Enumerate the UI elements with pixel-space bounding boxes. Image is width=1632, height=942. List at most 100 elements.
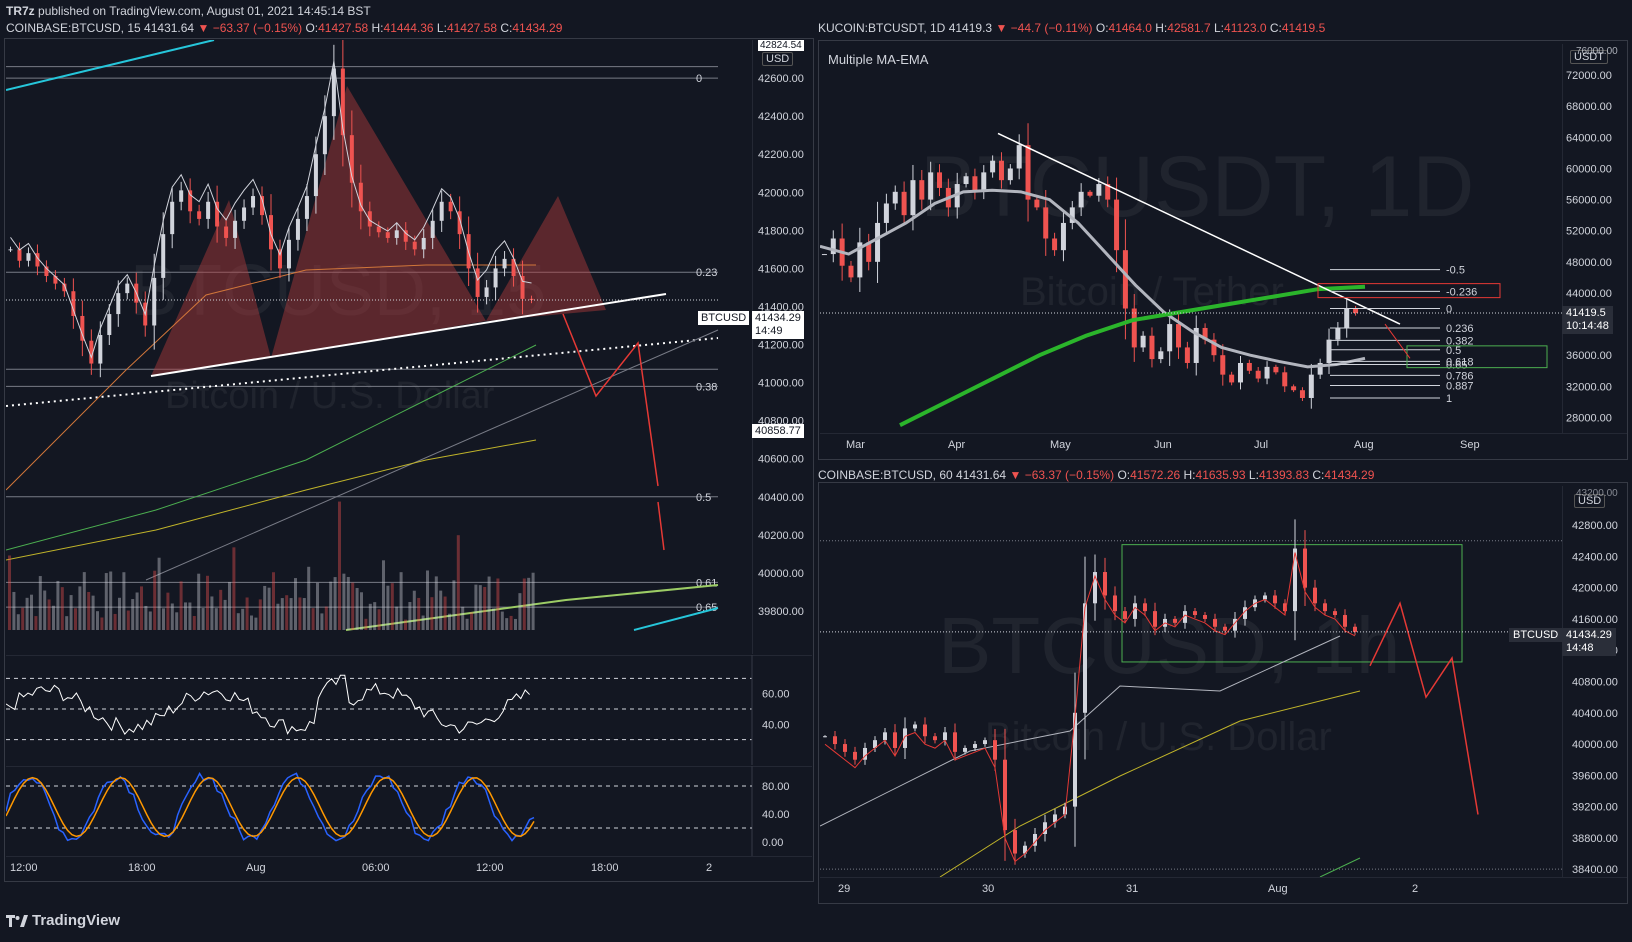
- time-tick: 12:00: [10, 862, 38, 874]
- rb-symbol[interactable]: COINBASE:BTCUSD, 60: [818, 468, 953, 482]
- volume-bar: [311, 608, 315, 630]
- volume-bar: [500, 611, 504, 630]
- rb-currency-badge[interactable]: USD: [1574, 494, 1606, 508]
- volume-bar: [144, 605, 148, 630]
- price-tick: 38800.00: [1572, 833, 1618, 845]
- rb-candle: [1113, 595, 1117, 612]
- time-tick: 2: [706, 862, 712, 874]
- rt-price-chart[interactable]: -0.5 -0.236 0 0.2360.3820.50.6180.650.7860.…: [820, 44, 1562, 433]
- volume-bar: [412, 590, 416, 630]
- rt-candle: [1069, 207, 1075, 223]
- volume-bar: [43, 590, 47, 630]
- rb-candle: [1043, 822, 1047, 834]
- volume-bar: [509, 615, 513, 630]
- left-price-axis[interactable]: 42600.00 42400.00 42200.00 42000.00 41800.00…: [752, 40, 812, 654]
- rt-currency-badge[interactable]: USDT: [1570, 50, 1608, 64]
- publish-line: TR7z published on TradingView.com, Augus…: [6, 4, 371, 18]
- volume-bar: [74, 608, 77, 630]
- price-tick: 42400.00: [1572, 551, 1618, 563]
- volume-bar: [377, 609, 381, 630]
- ma-green: [6, 344, 537, 551]
- time-tick: Aug: [1268, 883, 1288, 895]
- publisher-name[interactable]: TR7z: [6, 4, 35, 18]
- rb-price-chart[interactable]: [820, 486, 1562, 877]
- rt-indicator-label[interactable]: Multiple MA-EMA: [828, 52, 929, 67]
- rt-currency-label: USDT: [1574, 51, 1604, 63]
- volume-bar: [250, 615, 253, 630]
- volume-bar: [30, 594, 33, 630]
- rt-candle: [1167, 324, 1173, 352]
- rt-candle: [928, 172, 934, 200]
- fib-label: -0.5: [1446, 265, 1465, 277]
- left-low: 41427.58: [446, 21, 497, 35]
- rb-candle: [1103, 572, 1107, 596]
- rt-candle: [1184, 347, 1190, 363]
- volume-bar: [452, 580, 456, 630]
- fib-label: -0.236: [1446, 286, 1477, 298]
- volume-bar: [236, 613, 240, 630]
- rt-candle: [1291, 386, 1297, 391]
- left-candle: [475, 268, 480, 297]
- left-candle: [224, 226, 229, 238]
- left-symbol[interactable]: COINBASE:BTCUSD, 15: [6, 21, 141, 35]
- left-candle: [304, 196, 309, 219]
- volume-bar: [140, 586, 143, 630]
- down-triangle-icon: ▼: [1009, 468, 1022, 482]
- rb-candle: [1303, 548, 1307, 588]
- left-candle: [242, 207, 247, 221]
- left-candle: [331, 68, 336, 117]
- volume-bar: [492, 608, 495, 630]
- price-tick: 56000.00: [1566, 195, 1612, 207]
- rt-change: −44.7 (−0.11%): [1010, 21, 1093, 35]
- volume-bar: [390, 583, 394, 630]
- volume-bar: [461, 606, 465, 630]
- left-candle: [340, 68, 345, 136]
- rt-symbol[interactable]: KUCOIN:BTCUSDT, 1D: [818, 21, 946, 35]
- left-candle: [277, 249, 282, 269]
- price-tick: 40600.00: [758, 454, 804, 466]
- rb-time-axis[interactable]: 29 30 31 Aug 2: [820, 877, 1628, 903]
- rb-chart-header: COINBASE:BTCUSD, 60 41431.64 ▼ −63.37 (−…: [818, 468, 1374, 482]
- stoch-tick: 0.00: [762, 837, 783, 849]
- left-time-axis[interactable]: 12:00 18:00 Aug 06:00 12:00 18:00 2: [6, 856, 812, 878]
- rb-candle: [1173, 618, 1177, 623]
- rt-candle: [866, 242, 872, 262]
- rt-candle: [875, 222, 881, 262]
- rb-candle: [1213, 618, 1217, 627]
- rb-candle: [1073, 712, 1077, 807]
- left-last-price: 41431.64: [144, 21, 195, 35]
- left-rsi-pane[interactable]: 60.00 40.00: [6, 655, 812, 765]
- volume-bar: [126, 610, 130, 630]
- volume-bar: [434, 576, 438, 630]
- left-stoch-pane[interactable]: 80.00 40.00 0.00: [6, 766, 812, 856]
- volume-bar: [395, 606, 399, 630]
- volume-bar: [65, 616, 69, 630]
- volume-bar: [34, 616, 38, 630]
- ma-olive: [6, 439, 537, 561]
- volume-bar: [280, 598, 284, 630]
- ma-white: [10, 61, 532, 359]
- rb-candle: [983, 740, 987, 745]
- rb-candle: [1353, 626, 1357, 632]
- down-triangle-icon: ▼: [197, 21, 210, 35]
- left-l-label: L:: [436, 21, 447, 35]
- rt-time-axis[interactable]: Mar Apr May Jun Jul Aug Sep: [820, 433, 1628, 459]
- volume-bar: [360, 592, 363, 630]
- left-price-chart[interactable]: 00.230.380.50.610.65: [6, 40, 752, 654]
- left-currency-label: USD: [766, 53, 790, 65]
- tradingview-brand[interactable]: TradingView: [6, 912, 120, 929]
- rb-price-axis[interactable]: 42800.0042400.0042000.0041600.0041200.00…: [1562, 486, 1628, 877]
- time-tick: 12:00: [476, 862, 504, 874]
- volume-bar: [201, 608, 205, 630]
- neckline: [150, 293, 667, 377]
- price-tick: 40400.00: [758, 492, 804, 504]
- price-tick: 28000.00: [1566, 412, 1612, 424]
- rt-price-axis[interactable]: 72000.00 68000.00 64000.00 60000.00 56000.00…: [1562, 44, 1628, 433]
- price-tick: 42400.00: [758, 111, 804, 123]
- left-candle: [89, 340, 94, 364]
- fib-label: 0.65: [696, 602, 717, 614]
- volume-bar: [478, 585, 482, 630]
- left-currency-badge[interactable]: USD: [762, 52, 794, 66]
- rb-candle: [1293, 548, 1297, 612]
- rt-chart-header: KUCOIN:BTCUSDT, 1D 41419.3 ▼ −44.7 (−0.1…: [818, 21, 1325, 35]
